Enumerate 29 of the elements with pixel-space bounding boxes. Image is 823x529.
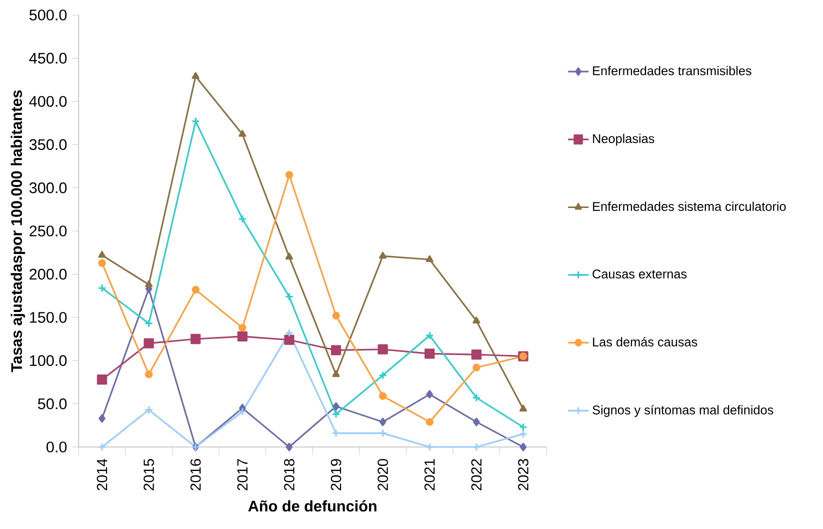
y-tick-label: 50.0 [38, 398, 67, 410]
y-tick-label: 150.0 [30, 312, 67, 323]
x-tick-label: 2021 [424, 459, 435, 490]
x-tick-label: 2015 [144, 459, 154, 490]
y-tick-label: 350.0 [29, 139, 67, 150]
y-tick-label: 100.0 [30, 355, 67, 366]
legend-label: Causas externas [592, 269, 687, 278]
y-tick-label: 250.0 [30, 226, 67, 236]
x-tick-label: 2016 [190, 459, 201, 490]
y-tick-label: 200.0 [30, 268, 67, 280]
y-tick-label: 400.0 [29, 96, 67, 107]
x-tick-label: 2018 [284, 459, 294, 490]
x-tick-label: 2017 [237, 459, 248, 490]
x-tick-label: 2014 [96, 458, 108, 490]
y-tick-label: 500.0 [29, 10, 67, 20]
x-tick-label: 2023 [518, 459, 528, 490]
legend-label: Enfermedades transmisibles [593, 66, 752, 76]
y-tick-label: 0.0 [46, 442, 67, 452]
legend-label: Neoplasias [593, 134, 654, 146]
x-tick-label: 2019 [330, 459, 342, 490]
y-axis-title: Tasas ajustadaspor 100.000 habitantes [10, 90, 26, 372]
y-tick-label: 450.0 [29, 52, 67, 64]
x-axis-title: Año de defunción [248, 500, 376, 512]
x-tick-label: 2022 [471, 459, 482, 490]
legend-label: Las demás causas [593, 337, 698, 346]
legend-label: Enfermedades sistema circulatorio [593, 202, 786, 211]
y-tick-label: 300.0 [29, 182, 67, 194]
legend-label: Signos y síntomas mal definidos [592, 405, 774, 417]
x-tick-label: 2020 [378, 458, 388, 490]
